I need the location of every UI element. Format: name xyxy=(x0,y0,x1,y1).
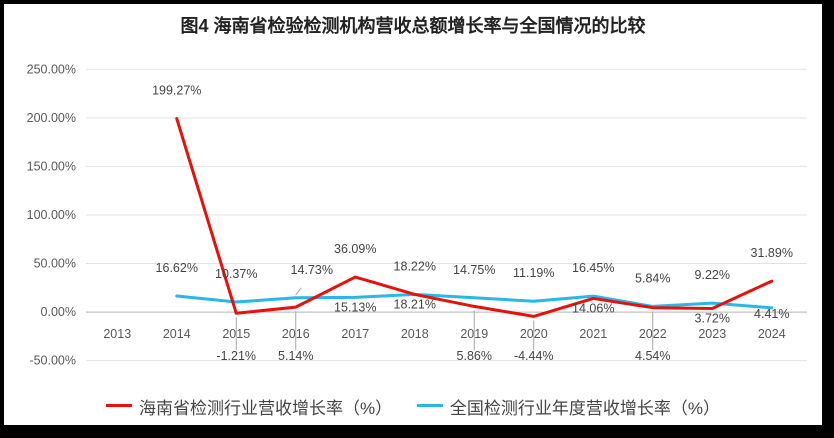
svg-text:4.41%: 4.41% xyxy=(754,307,789,321)
svg-text:2013: 2013 xyxy=(103,327,131,341)
svg-text:-50.00%: -50.00% xyxy=(29,354,76,368)
svg-text:2014: 2014 xyxy=(163,327,191,341)
svg-text:5.84%: 5.84% xyxy=(635,271,670,285)
svg-text:11.19%: 11.19% xyxy=(513,266,554,280)
svg-text:15.13%: 15.13% xyxy=(334,300,376,314)
svg-text:2021: 2021 xyxy=(579,327,607,341)
svg-text:-4.44%: -4.44% xyxy=(514,349,554,363)
svg-text:4.54%: 4.54% xyxy=(635,349,670,363)
svg-text:2017: 2017 xyxy=(341,327,369,341)
svg-text:50.00%: 50.00% xyxy=(34,257,76,271)
svg-text:14.06%: 14.06% xyxy=(572,301,614,315)
svg-text:2023: 2023 xyxy=(698,327,726,341)
svg-text:16.62%: 16.62% xyxy=(156,261,198,275)
svg-text:31.89%: 31.89% xyxy=(751,246,793,260)
svg-text:18.21%: 18.21% xyxy=(394,297,436,311)
svg-text:200.00%: 200.00% xyxy=(27,111,76,125)
svg-text:9.22%: 9.22% xyxy=(695,268,730,282)
svg-text:18.22%: 18.22% xyxy=(394,259,436,273)
svg-text:16.45%: 16.45% xyxy=(572,261,614,275)
svg-text:3.72%: 3.72% xyxy=(695,311,730,325)
svg-text:14.73%: 14.73% xyxy=(291,263,333,277)
svg-text:-1.21%: -1.21% xyxy=(216,349,256,363)
svg-text:14.75%: 14.75% xyxy=(453,263,495,277)
svg-text:0.00%: 0.00% xyxy=(41,305,76,319)
svg-text:5.86%: 5.86% xyxy=(457,349,492,363)
svg-text:250.00%: 250.00% xyxy=(27,62,76,76)
svg-text:10.37%: 10.37% xyxy=(215,267,257,281)
svg-text:199.27%: 199.27% xyxy=(152,84,201,98)
svg-text:2024: 2024 xyxy=(758,327,786,341)
svg-text:150.00%: 150.00% xyxy=(27,159,76,173)
svg-text:100.00%: 100.00% xyxy=(27,208,76,222)
svg-text:36.09%: 36.09% xyxy=(334,242,376,256)
svg-text:2018: 2018 xyxy=(401,327,429,341)
svg-text:5.14%: 5.14% xyxy=(278,349,313,363)
